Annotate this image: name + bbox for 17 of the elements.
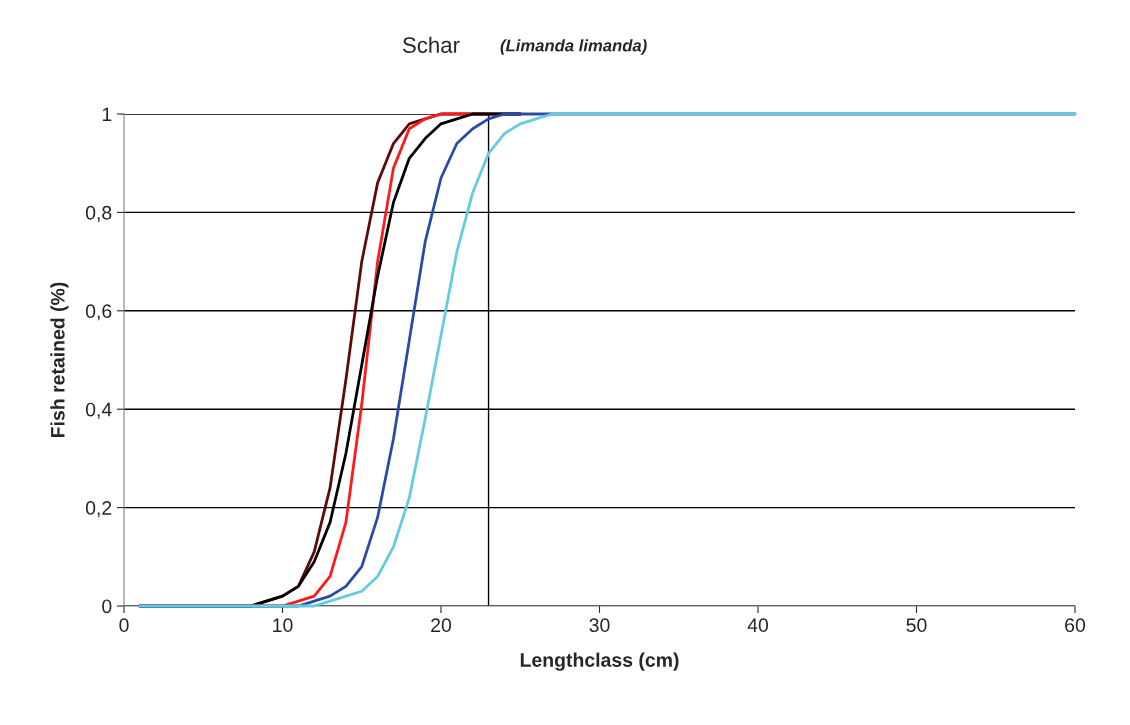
- chart-title: Schar: [402, 36, 460, 53]
- x-tick-label: 20: [431, 618, 452, 633]
- y-tick-label: 0: [102, 599, 112, 614]
- y-tick-label: 0,2: [85, 501, 112, 518]
- x-tick-label: 30: [589, 618, 610, 633]
- x-tick-label: 50: [906, 618, 927, 633]
- x-tick-label: 10: [273, 618, 293, 633]
- x-tick-label: 60: [1065, 618, 1086, 633]
- x-tick-label: 40: [747, 618, 769, 633]
- x-tick-label: 0: [119, 618, 129, 633]
- x-axis-title: Lengthclass (cm): [520, 652, 679, 671]
- y-tick-label: 0,6: [85, 304, 112, 321]
- y-tick-label: 0,4: [85, 402, 112, 419]
- chart-subtitle: (Limanda limanda): [500, 39, 647, 55]
- y-tick-label: 1: [102, 107, 112, 122]
- y-tick-label: 0,8: [85, 205, 112, 222]
- y-axis-title: Fish retained (%): [50, 282, 69, 438]
